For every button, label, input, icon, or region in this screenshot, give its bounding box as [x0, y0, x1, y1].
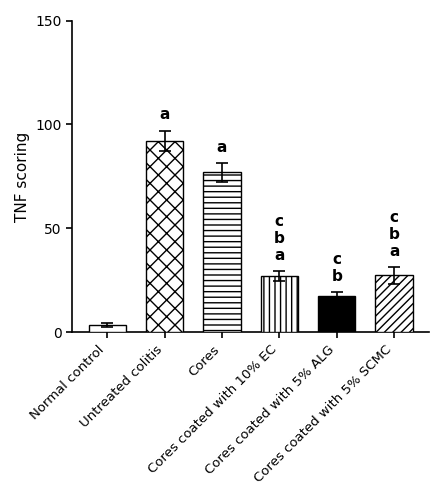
- Bar: [318, 296, 355, 333]
- Text: c: c: [390, 210, 399, 226]
- Text: c: c: [275, 214, 284, 230]
- Bar: [146, 141, 183, 332]
- Text: a: a: [274, 248, 285, 262]
- Text: b: b: [331, 268, 342, 283]
- Text: a: a: [159, 108, 170, 122]
- Bar: [203, 172, 241, 332]
- Bar: [376, 275, 413, 332]
- Bar: [88, 325, 126, 332]
- Text: c: c: [332, 252, 341, 267]
- Text: b: b: [274, 231, 285, 246]
- Text: b: b: [388, 227, 400, 242]
- Text: a: a: [217, 140, 227, 154]
- Text: a: a: [389, 244, 399, 258]
- Y-axis label: TNF scoring: TNF scoring: [15, 132, 30, 222]
- Bar: [261, 276, 298, 332]
